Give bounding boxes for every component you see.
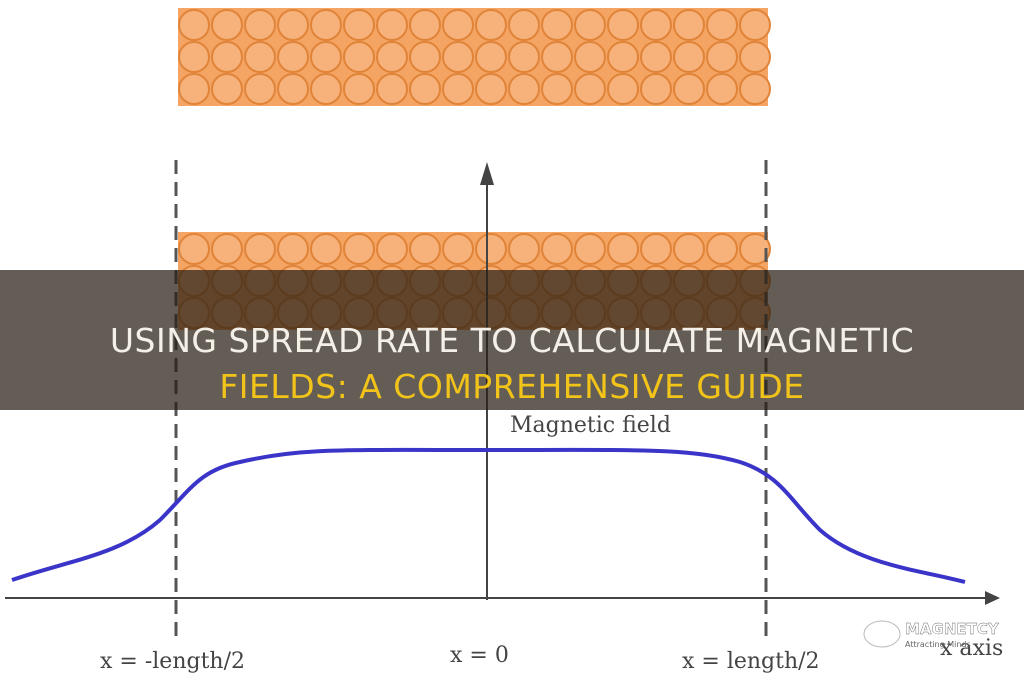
coil-turn bbox=[475, 233, 507, 265]
coil-turn bbox=[607, 9, 639, 41]
coil-turn bbox=[178, 41, 210, 73]
coil-turn bbox=[673, 233, 705, 265]
coil-turn bbox=[310, 41, 342, 73]
axis-arrow bbox=[985, 591, 1000, 605]
coil-turn bbox=[178, 73, 210, 105]
coil-turn bbox=[178, 233, 210, 265]
coil-turn bbox=[409, 233, 441, 265]
coil-turn bbox=[475, 73, 507, 105]
coil-turn bbox=[706, 9, 738, 41]
coil-turn bbox=[508, 9, 540, 41]
logo-tagline: Attracting Minds bbox=[905, 640, 971, 649]
coil-turn bbox=[442, 41, 474, 73]
coil-turn bbox=[739, 73, 771, 105]
coil-turn bbox=[310, 73, 342, 105]
title-line-1: USING SPREAD RATE TO CALCULATE MAGNETIC bbox=[110, 321, 914, 360]
coil-turn bbox=[211, 73, 243, 105]
coil-turn bbox=[211, 233, 243, 265]
field-curve bbox=[11, 447, 966, 584]
coil-turn bbox=[409, 73, 441, 105]
coil-turn bbox=[376, 73, 408, 105]
coil-turn bbox=[475, 41, 507, 73]
coil-turn bbox=[706, 233, 738, 265]
coil-turn bbox=[409, 41, 441, 73]
coil-turn bbox=[541, 73, 573, 105]
coil-turn bbox=[310, 233, 342, 265]
coil-turn bbox=[376, 41, 408, 73]
center-label: x = 0 bbox=[450, 643, 509, 668]
coil-turn bbox=[244, 9, 276, 41]
coil-turn bbox=[607, 73, 639, 105]
coil-turn bbox=[607, 41, 639, 73]
title-band bbox=[0, 270, 1024, 410]
coil-turn bbox=[640, 233, 672, 265]
right-label: x = length/2 bbox=[682, 649, 820, 674]
coil-turn bbox=[475, 9, 507, 41]
coil-turn bbox=[706, 73, 738, 105]
coil-turn bbox=[277, 41, 309, 73]
coil-turn bbox=[442, 233, 474, 265]
coil-turn bbox=[310, 9, 342, 41]
coil-turn bbox=[673, 41, 705, 73]
coil-turn bbox=[607, 233, 639, 265]
coil-turn bbox=[442, 9, 474, 41]
coil-turn bbox=[739, 233, 771, 265]
coil-turn bbox=[244, 41, 276, 73]
coil-turn bbox=[178, 9, 210, 41]
coil-turn bbox=[508, 233, 540, 265]
axis-arrow bbox=[480, 162, 494, 185]
coil-turn bbox=[244, 73, 276, 105]
coil-turn bbox=[508, 41, 540, 73]
left-label: x = -length/2 bbox=[100, 649, 245, 674]
coil-turn bbox=[277, 73, 309, 105]
coil-turn bbox=[211, 41, 243, 73]
coil-turn bbox=[409, 9, 441, 41]
coil-turn bbox=[541, 9, 573, 41]
coil-turn bbox=[376, 233, 408, 265]
coil-turn bbox=[277, 233, 309, 265]
coil-turn bbox=[343, 9, 375, 41]
coil-turn bbox=[442, 73, 474, 105]
coil-turn bbox=[343, 233, 375, 265]
coil-turn bbox=[739, 41, 771, 73]
coil-turn bbox=[640, 73, 672, 105]
logo: MAGNETCY Attracting Minds bbox=[863, 620, 1000, 649]
coil-turn bbox=[244, 233, 276, 265]
coil-turn bbox=[343, 41, 375, 73]
logo-name: MAGNETCY bbox=[905, 620, 1000, 638]
coil-turn bbox=[640, 41, 672, 73]
coil-turn bbox=[343, 73, 375, 105]
coil-turn bbox=[673, 73, 705, 105]
coil-turn bbox=[541, 233, 573, 265]
coil-turn bbox=[673, 9, 705, 41]
coil-turn bbox=[574, 41, 606, 73]
coil-turn bbox=[508, 73, 540, 105]
coil-turn bbox=[574, 9, 606, 41]
coil-turn bbox=[277, 9, 309, 41]
curve-label: Magnetic field bbox=[510, 413, 671, 438]
coil-turn bbox=[574, 233, 606, 265]
axis-label: x axis bbox=[940, 636, 1003, 661]
coil-turn bbox=[706, 41, 738, 73]
coil-turn bbox=[640, 9, 672, 41]
coil-turn bbox=[541, 41, 573, 73]
coil-turn bbox=[739, 9, 771, 41]
coil-turn bbox=[376, 9, 408, 41]
coil-turn bbox=[574, 73, 606, 105]
logo-icon bbox=[863, 620, 901, 648]
title-line-2: FIELDS: A COMPREHENSIVE GUIDE bbox=[219, 367, 804, 406]
coil-turn bbox=[211, 9, 243, 41]
